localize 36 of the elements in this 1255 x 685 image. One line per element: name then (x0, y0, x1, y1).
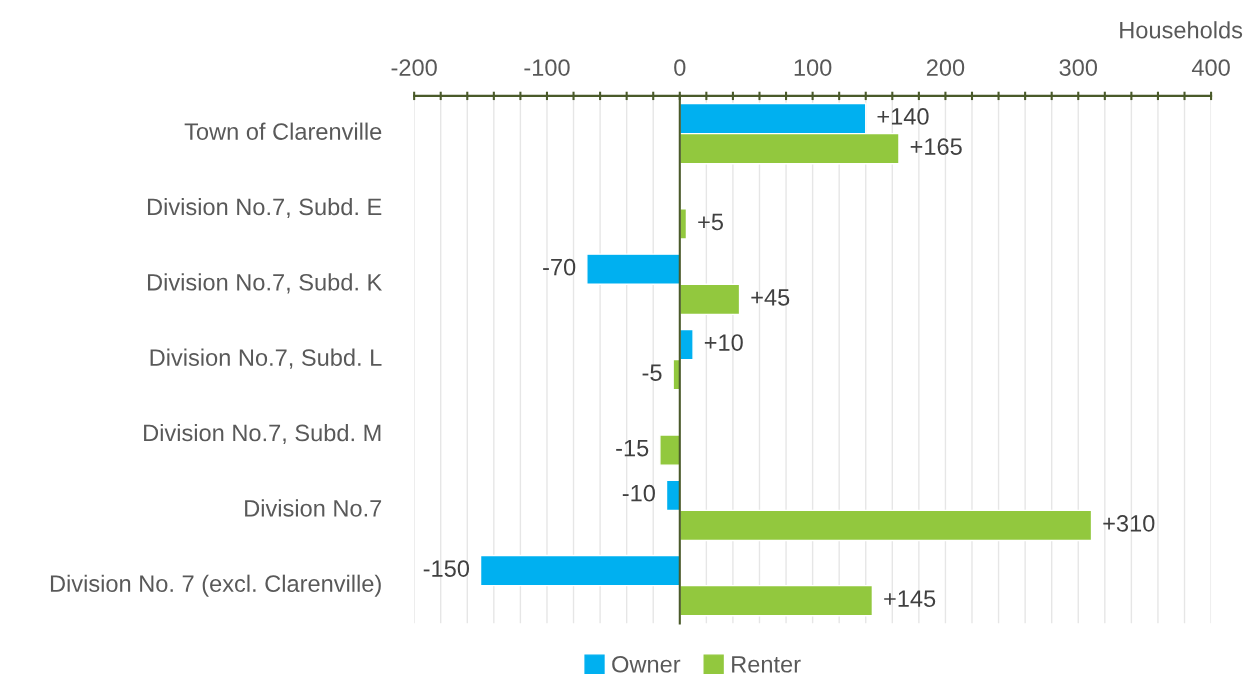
x-tick-label: 200 (926, 59, 965, 76)
legend-label: Renter (732, 656, 801, 673)
data-label: -150 (423, 560, 470, 577)
data-label: +5 (698, 213, 723, 231)
data-label: +140 (877, 108, 929, 125)
legend-label: Owner (612, 655, 681, 673)
data-label: +10 (704, 334, 743, 351)
bar (586, 253, 681, 285)
data-label: -10 (622, 484, 655, 502)
bar (479, 554, 681, 587)
x-axis-title: Households (1120, 21, 1243, 39)
y-tick-label: Division No.7, Subd. M (144, 423, 381, 445)
data-label: +145 (884, 590, 936, 608)
x-tick-label: 100 (794, 59, 832, 76)
x-tick-label: 300 (1059, 59, 1098, 76)
data-label: -70 (543, 258, 576, 276)
y-tick-label: Division No. 7 (excl. Clarenville) (50, 574, 381, 597)
y-tick-label: Division No.7, Subd. K (147, 273, 383, 294)
x-tick-label: 0 (674, 59, 686, 76)
y-tick-label: Division No.7, Subd. L (150, 348, 382, 369)
x-tick-label: -100 (524, 59, 570, 76)
data-label: +310 (1103, 515, 1155, 532)
data-label: -15 (616, 439, 649, 457)
data-label: +45 (751, 289, 790, 306)
bar (679, 283, 741, 316)
y-tick-label: Division No.7, Subd. E (147, 197, 382, 219)
y-tick-label: Town of Clarenville (184, 122, 382, 140)
bar (679, 584, 874, 617)
y-tick-label: Division No.7 (245, 499, 382, 517)
bar (665, 479, 681, 512)
x-tick-label: 400 (1191, 59, 1230, 76)
bar (659, 434, 681, 466)
bar (679, 509, 1093, 542)
data-label: -5 (642, 364, 662, 382)
data-label: +165 (910, 138, 962, 155)
x-tick-label: -200 (391, 59, 437, 76)
